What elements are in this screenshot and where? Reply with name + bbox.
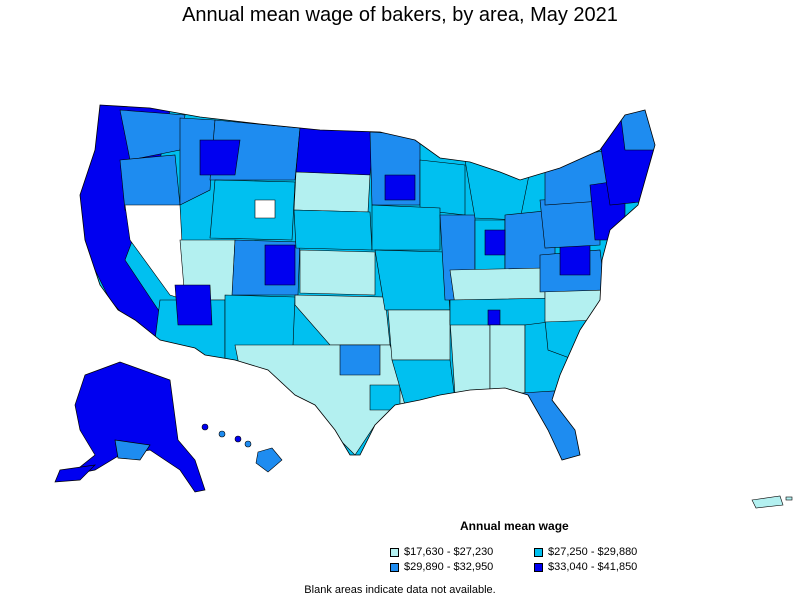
region-pennsylvania bbox=[539, 197, 601, 249]
alaska bbox=[54, 361, 206, 493]
legend-item-4: $33,040 - $41,850 bbox=[534, 561, 637, 573]
region-mississippi bbox=[449, 319, 491, 396]
region-arizona-north bbox=[174, 284, 213, 326]
legend-label-3: $29,890 - $32,950 bbox=[404, 561, 494, 573]
footnote: Blank areas indicate data not available. bbox=[304, 584, 496, 596]
conus-outline bbox=[79, 104, 656, 461]
region-wyoming-blank bbox=[254, 199, 276, 219]
region-tennessee-east bbox=[487, 309, 501, 326]
region-texas-dfw bbox=[339, 344, 381, 376]
legend-item-3: $29,890 - $32,950 bbox=[390, 561, 493, 573]
region-maine-north bbox=[619, 109, 655, 151]
region-tennessee bbox=[449, 297, 561, 326]
region-texas-houston bbox=[369, 384, 401, 411]
region-ohio-central bbox=[484, 229, 506, 256]
region-nebraska bbox=[293, 209, 373, 251]
region-arkansas bbox=[387, 309, 451, 361]
region-colorado-front bbox=[264, 244, 296, 286]
region-missouri bbox=[374, 249, 451, 311]
region-michigan bbox=[464, 159, 531, 221]
legend-swatch-3 bbox=[390, 562, 399, 572]
region-kansas bbox=[299, 249, 376, 296]
region-north-dakota bbox=[295, 127, 376, 176]
puerto-rico bbox=[751, 495, 793, 509]
region-minneapolis bbox=[384, 174, 416, 201]
region-oregon-interior bbox=[119, 154, 181, 211]
legend-swatch-2 bbox=[534, 547, 543, 557]
region-montana-west bbox=[199, 139, 241, 176]
legend-item-1: $17,630 - $27,230 bbox=[390, 546, 493, 558]
hawaii bbox=[201, 423, 283, 473]
legend-title: Annual mean wage bbox=[460, 519, 569, 533]
region-wyoming bbox=[209, 179, 296, 241]
region-iowa bbox=[371, 204, 441, 251]
map-title: Annual mean wage of bakers, by area, May… bbox=[182, 4, 618, 26]
region-dc-metro bbox=[559, 244, 591, 276]
region-wisconsin bbox=[419, 159, 466, 216]
region-south-dakota bbox=[293, 171, 371, 213]
legend-label-1: $17,630 - $27,230 bbox=[404, 546, 494, 558]
legend-swatch-4 bbox=[534, 562, 543, 572]
region-florida bbox=[489, 389, 581, 460]
region-alabama bbox=[489, 324, 526, 396]
legend-label-4: $33,040 - $41,850 bbox=[548, 561, 638, 573]
legend-swatch-1 bbox=[390, 547, 399, 557]
legend-label-2: $27,250 - $29,880 bbox=[548, 546, 638, 558]
legend-item-2: $27,250 - $29,880 bbox=[534, 546, 637, 558]
